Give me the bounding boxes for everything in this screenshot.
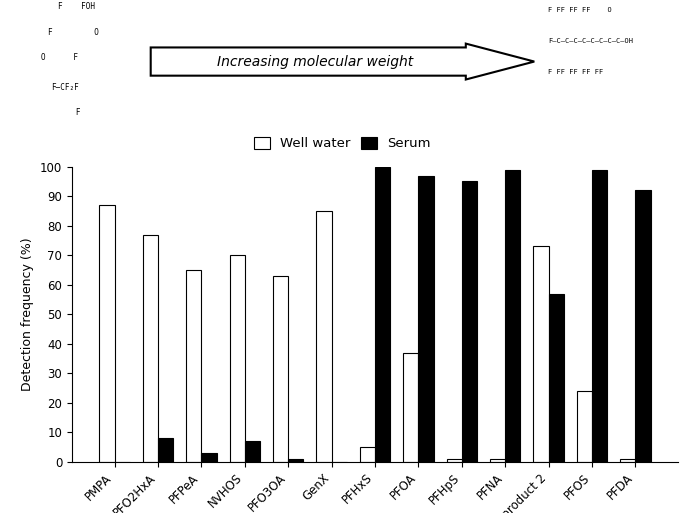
Text: F         O: F O: [48, 28, 99, 36]
Bar: [577, 391, 592, 462]
Bar: [534, 246, 549, 462]
Legend: Well water, Serum: Well water, Serum: [254, 137, 431, 150]
Bar: [229, 255, 245, 462]
Bar: [375, 167, 390, 462]
Text: Increasing molecular weight: Increasing molecular weight: [217, 54, 413, 69]
Bar: [316, 211, 332, 462]
Text: F—CF₂F: F—CF₂F: [51, 83, 79, 92]
Bar: [360, 447, 375, 462]
Text: F—C—C—C—C—C—C—C—C—OH: F—C—C—C—C—C—C—C—C—OH: [548, 38, 633, 44]
Bar: [419, 175, 434, 462]
Text: O      F: O F: [41, 53, 78, 62]
Bar: [158, 438, 173, 462]
Text: F FF FF FF FF: F FF FF FF FF: [548, 69, 603, 75]
Bar: [273, 276, 288, 462]
Bar: [462, 182, 477, 462]
Bar: [186, 270, 201, 462]
Bar: [447, 459, 462, 462]
Text: F    FOH: F FOH: [58, 2, 95, 11]
Bar: [620, 459, 636, 462]
Bar: [288, 459, 303, 462]
Bar: [403, 352, 419, 462]
Text: F: F: [62, 108, 80, 117]
Bar: [636, 190, 651, 462]
Bar: [99, 205, 114, 462]
Bar: [245, 441, 260, 462]
Bar: [592, 170, 607, 462]
Y-axis label: Detection frequency (%): Detection frequency (%): [21, 238, 34, 391]
Polygon shape: [151, 44, 534, 80]
Text: F FF FF FF    O: F FF FF FF O: [548, 7, 612, 13]
Bar: [143, 234, 158, 462]
Bar: [490, 459, 506, 462]
Bar: [549, 293, 564, 462]
Bar: [506, 170, 521, 462]
Bar: [201, 453, 216, 462]
